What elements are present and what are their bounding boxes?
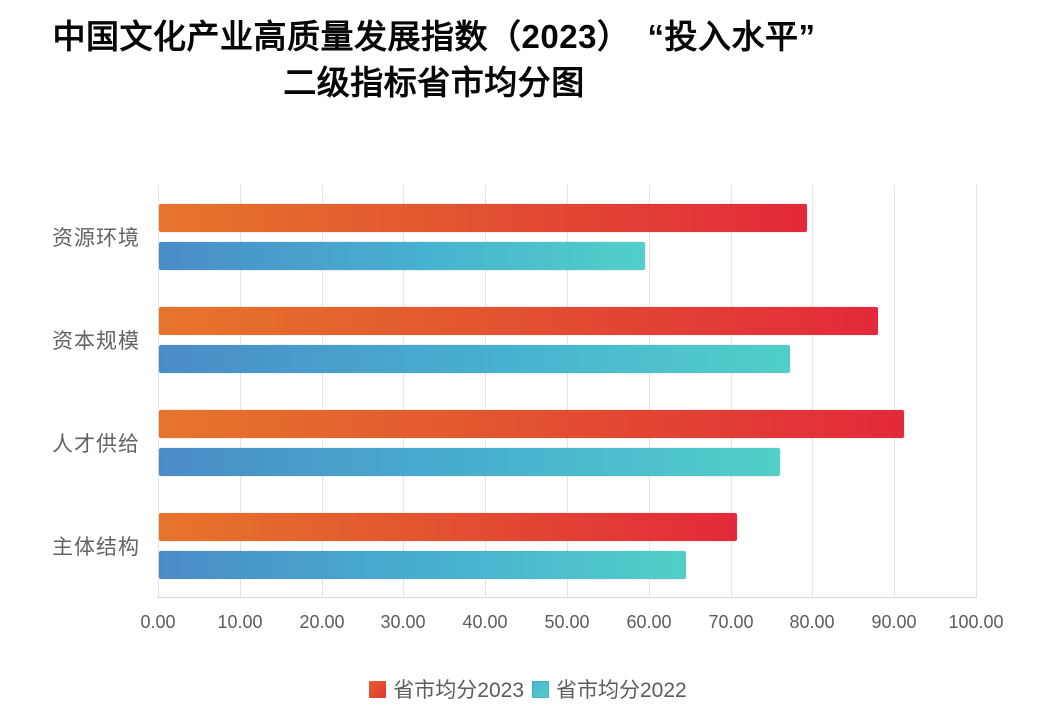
bar-s2022-1: [159, 242, 645, 270]
bar-s2023-2: [159, 307, 878, 335]
gridline: [976, 185, 977, 597]
bar-s2023-3: [159, 410, 904, 438]
gridline: [894, 185, 895, 597]
y-axis-line: [158, 185, 159, 597]
gridline: [322, 185, 323, 597]
x-tick-label: 100.00: [948, 612, 1004, 632]
legend-swatch-icon: [532, 680, 549, 698]
x-tick-label: 70.00: [708, 612, 754, 632]
bar-s2022-3: [159, 448, 780, 476]
category-label: 资源环境: [52, 226, 140, 250]
bar-s2023-4: [159, 513, 737, 541]
chart-title: 中国文化产业高质量发展指数（2023） “投入水平” 二级指标省市均分图: [8, 14, 860, 106]
x-tick-label: 40.00: [462, 612, 508, 632]
x-tick-label: 10.00: [217, 612, 263, 632]
gridline: [812, 185, 813, 597]
legend: 省市均分2023 省市均分2022: [0, 670, 1056, 708]
legend-label: 省市均分2022: [556, 679, 687, 702]
x-tick-label: 20.00: [299, 612, 345, 632]
legend-label: 省市均分2023: [393, 679, 524, 702]
category-label: 主体结构: [52, 535, 140, 559]
legend-item-s2023: 省市均分2023: [369, 674, 524, 704]
x-tick-label: 0.00: [140, 612, 176, 632]
bar-s2022-2: [159, 345, 790, 373]
category-label: 人才供给: [52, 432, 140, 456]
legend-item-s2022: 省市均分2022: [532, 674, 687, 704]
x-axis-line: [158, 597, 977, 598]
bar-s2022-4: [159, 551, 686, 579]
gridline: [567, 185, 568, 597]
chart-title-line1: 中国文化产业高质量发展指数（2023） “投入水平”: [52, 18, 816, 55]
x-tick-label: 30.00: [380, 612, 426, 632]
gridline: [240, 185, 241, 597]
x-tick-label: 50.00: [544, 612, 590, 632]
legend-swatch-icon: [369, 680, 387, 698]
plot-area: [158, 185, 977, 597]
bar-s2023-1: [159, 204, 807, 232]
gridline: [485, 185, 486, 597]
chart-title-line2: 二级指标省市均分图: [283, 64, 585, 101]
gridline: [731, 185, 732, 597]
x-tick-label: 80.00: [789, 612, 835, 632]
x-tick-label: 90.00: [871, 612, 917, 632]
category-label: 资本规模: [52, 329, 140, 353]
x-tick-label: 60.00: [626, 612, 672, 632]
gridline: [403, 185, 404, 597]
gridline: [649, 185, 650, 597]
